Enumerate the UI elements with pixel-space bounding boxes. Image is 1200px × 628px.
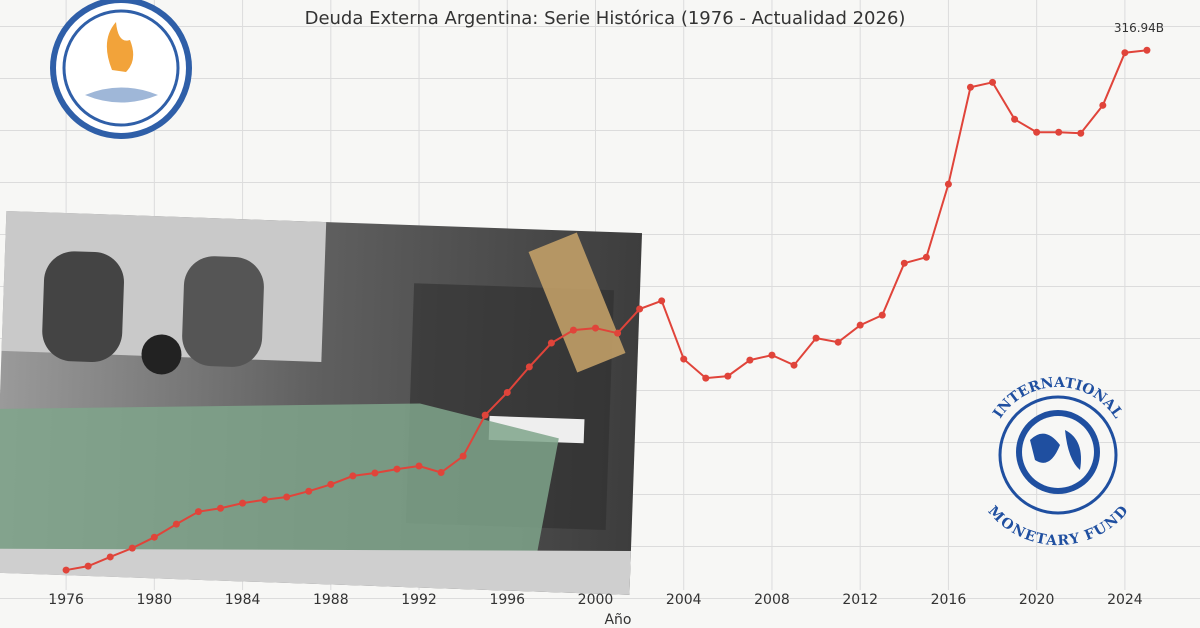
data-point: [790, 361, 798, 369]
data-point: [944, 180, 952, 188]
data-point: [1033, 128, 1041, 136]
imf-logo: INTERNATIONAL MONETARY FUND: [985, 375, 1131, 549]
data-point: [459, 452, 467, 460]
data-point: [746, 356, 754, 364]
data-point: [305, 487, 313, 495]
chart-title: Deuda Externa Argentina: Serie Histórica…: [305, 8, 906, 29]
data-point: [1011, 115, 1019, 123]
tape: [528, 232, 626, 373]
data-point: [989, 78, 997, 86]
data-point: [437, 468, 445, 476]
data-point: [812, 334, 820, 342]
svg-text:MONETARY FUND: MONETARY FUND: [985, 503, 1131, 549]
data-point: [900, 259, 908, 267]
data-point: [636, 305, 644, 313]
data-point: [856, 321, 864, 329]
data-point: [592, 324, 599, 332]
imf-text-bottom: MONETARY FUND: [985, 503, 1131, 549]
x-tick-label: 2024: [1107, 592, 1143, 608]
x-tick-label: 1980: [137, 592, 173, 608]
data-point: [62, 566, 70, 574]
x-tick-label: 1988: [313, 592, 349, 608]
data-point: [106, 553, 114, 561]
x-tick-label: 2012: [842, 592, 878, 608]
data-point: [1143, 46, 1151, 54]
data-point: [922, 253, 930, 261]
data-point: [1055, 128, 1063, 136]
data-point: [547, 339, 555, 347]
data-point: [966, 83, 974, 91]
value-label: 316.94B: [1114, 21, 1164, 35]
x-tick-label: 2016: [931, 592, 967, 608]
x-tick-label: 2008: [754, 592, 790, 608]
series-line: [65, 49, 1148, 572]
data-point: [84, 562, 92, 570]
data-point: [481, 411, 489, 419]
data-point: [525, 363, 533, 371]
logo-left: [50, 0, 192, 139]
data-point: [217, 504, 225, 512]
data-point: [283, 493, 291, 501]
data-point: [327, 480, 335, 488]
data-point: [724, 372, 732, 380]
x-tick-label: 1992: [401, 592, 437, 608]
data-point: [393, 465, 401, 473]
x-tick-label: 1984: [225, 592, 261, 608]
x-tick-label: 1996: [489, 592, 525, 608]
data-point: [371, 469, 379, 477]
data-point: [878, 311, 886, 319]
data-point: [658, 297, 666, 305]
data-point: [150, 533, 158, 541]
data-point: [415, 462, 423, 470]
data-point: [503, 388, 511, 396]
data-point: [1099, 101, 1107, 109]
data-point: [194, 508, 202, 516]
data-point: [680, 355, 688, 363]
x-tick-label: 1976: [48, 592, 84, 608]
x-axis-label: Año: [604, 612, 631, 628]
photo: [0, 210, 643, 595]
x-tick-label: 2004: [666, 592, 702, 608]
data-point: [261, 496, 269, 504]
data-point: [614, 329, 622, 337]
data-point: [569, 326, 577, 334]
data-point: [702, 374, 710, 382]
x-tick-label: 2000: [578, 592, 614, 608]
data-point: [128, 544, 136, 552]
data-point: [768, 351, 776, 359]
data-point: [172, 520, 180, 528]
data-point: [349, 472, 357, 480]
data-point: [834, 338, 842, 346]
data-point: [239, 499, 247, 507]
data-point: [1121, 49, 1129, 57]
data-point: [1077, 129, 1085, 137]
x-tick-label: 2020: [1019, 592, 1055, 608]
